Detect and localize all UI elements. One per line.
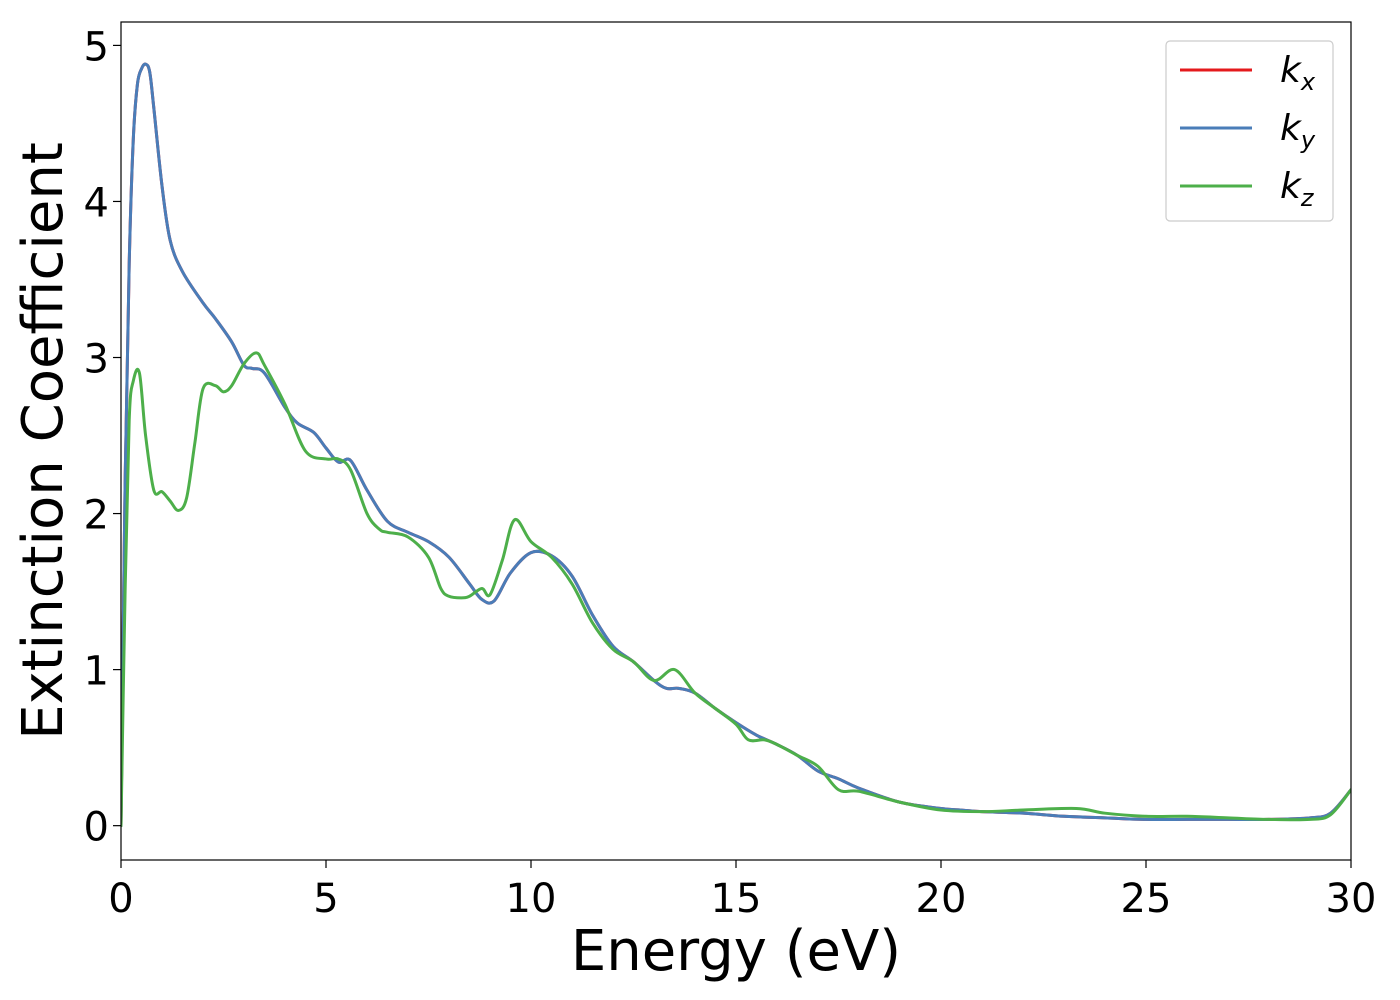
y-axis-label: Extinction Coefficient bbox=[11, 142, 76, 740]
x-axis-label: Energy (eV) bbox=[571, 919, 901, 984]
x-tick-label: 20 bbox=[916, 876, 967, 922]
y-tick-label: 1 bbox=[84, 649, 109, 695]
legend-label-ky: ky bbox=[1280, 108, 1316, 154]
legend: kx ky kz bbox=[1165, 40, 1334, 222]
x-tick-label: 0 bbox=[108, 876, 133, 922]
y-tick-label: 0 bbox=[84, 805, 109, 851]
legend-box bbox=[1165, 40, 1334, 222]
series-layer bbox=[121, 62, 1351, 828]
y-tick-label: 2 bbox=[84, 493, 109, 539]
x-tick-label: 25 bbox=[1121, 876, 1172, 922]
y-tick-label: 5 bbox=[84, 24, 109, 70]
x-tick-label: 15 bbox=[711, 876, 762, 922]
y-tick-label: 4 bbox=[84, 180, 109, 226]
x-tick-label: 30 bbox=[1326, 876, 1377, 922]
legend-label-kx: kx bbox=[1280, 50, 1316, 96]
legend-label-kz: kz bbox=[1280, 166, 1315, 212]
x-tick-label: 10 bbox=[506, 876, 557, 922]
x-tick-label: 5 bbox=[313, 876, 338, 922]
series-line-kz bbox=[121, 351, 1351, 828]
y-axis: 0 1 2 3 4 5 bbox=[84, 24, 121, 851]
x-axis: 0 5 10 15 20 25 30 bbox=[108, 860, 1376, 922]
y-tick-label: 3 bbox=[84, 337, 109, 383]
